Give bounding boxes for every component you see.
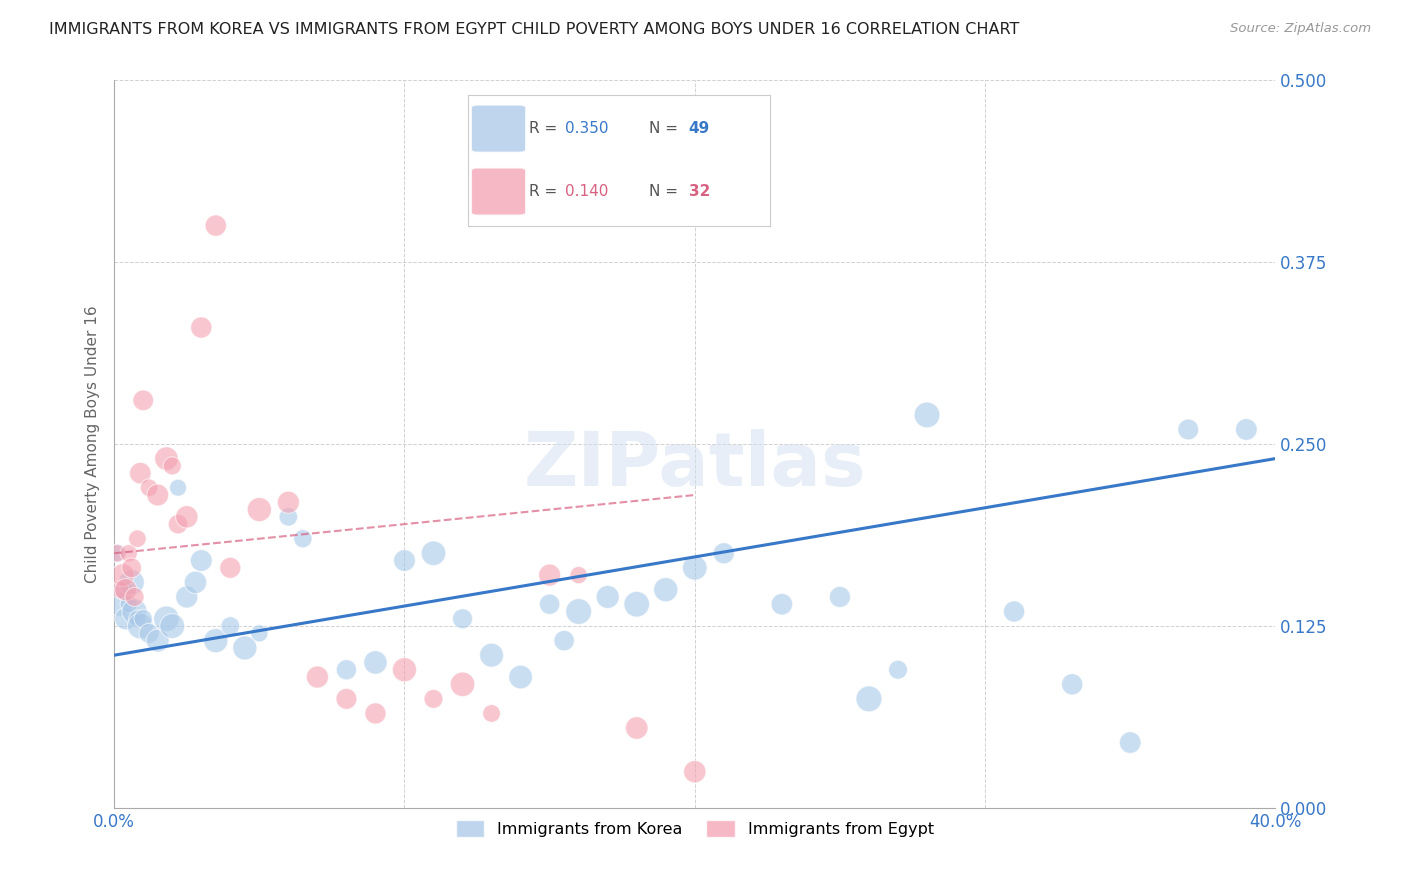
Y-axis label: Child Poverty Among Boys Under 16: Child Poverty Among Boys Under 16 bbox=[86, 305, 100, 582]
Point bbox=[162, 458, 184, 473]
Point bbox=[858, 691, 880, 706]
Point bbox=[568, 568, 591, 582]
Point bbox=[105, 546, 128, 560]
Point bbox=[155, 451, 177, 466]
Point bbox=[538, 597, 561, 611]
Point bbox=[155, 612, 177, 626]
Point bbox=[132, 393, 155, 408]
Point bbox=[1177, 422, 1199, 436]
Point bbox=[111, 568, 134, 582]
Point bbox=[277, 509, 299, 524]
Point bbox=[114, 582, 136, 597]
Text: ZIPatlas: ZIPatlas bbox=[523, 429, 866, 502]
Point bbox=[219, 561, 242, 575]
Point bbox=[190, 320, 212, 334]
Point bbox=[127, 612, 149, 626]
Point bbox=[118, 597, 141, 611]
Point bbox=[146, 488, 169, 502]
Point bbox=[394, 553, 416, 567]
Point bbox=[138, 481, 160, 495]
Point bbox=[451, 612, 474, 626]
Point bbox=[277, 495, 299, 509]
Point bbox=[114, 612, 136, 626]
Point bbox=[204, 219, 226, 233]
Point bbox=[481, 648, 503, 663]
Point bbox=[162, 619, 184, 633]
Point bbox=[146, 633, 169, 648]
Point bbox=[247, 502, 270, 516]
Point bbox=[307, 670, 329, 684]
Point bbox=[509, 670, 531, 684]
Point bbox=[1234, 422, 1257, 436]
Point bbox=[364, 656, 387, 670]
Point bbox=[915, 408, 938, 422]
Point bbox=[422, 546, 444, 560]
Point bbox=[184, 575, 207, 590]
Point bbox=[887, 663, 910, 677]
Point bbox=[538, 568, 561, 582]
Point bbox=[121, 575, 143, 590]
Point bbox=[219, 619, 242, 633]
Point bbox=[108, 582, 131, 597]
Point bbox=[683, 764, 706, 779]
Point bbox=[1062, 677, 1084, 691]
Point bbox=[481, 706, 503, 721]
Point bbox=[247, 626, 270, 640]
Point bbox=[124, 590, 146, 604]
Point bbox=[422, 691, 444, 706]
Point bbox=[111, 582, 134, 597]
Point bbox=[451, 677, 474, 691]
Point bbox=[121, 561, 143, 575]
Text: Source: ZipAtlas.com: Source: ZipAtlas.com bbox=[1230, 22, 1371, 36]
Point bbox=[129, 466, 152, 480]
Point bbox=[713, 546, 735, 560]
Point bbox=[1002, 605, 1025, 619]
Point bbox=[176, 590, 198, 604]
Point bbox=[233, 640, 256, 655]
Point bbox=[335, 691, 357, 706]
Legend: Immigrants from Korea, Immigrants from Egypt: Immigrants from Korea, Immigrants from E… bbox=[449, 814, 941, 844]
Point bbox=[167, 517, 190, 532]
Point bbox=[190, 553, 212, 567]
Point bbox=[568, 605, 591, 619]
Point bbox=[176, 509, 198, 524]
Point bbox=[828, 590, 851, 604]
Text: IMMIGRANTS FROM KOREA VS IMMIGRANTS FROM EGYPT CHILD POVERTY AMONG BOYS UNDER 16: IMMIGRANTS FROM KOREA VS IMMIGRANTS FROM… bbox=[49, 22, 1019, 37]
Point bbox=[394, 663, 416, 677]
Point bbox=[1119, 735, 1142, 749]
Point bbox=[683, 561, 706, 575]
Point bbox=[132, 612, 155, 626]
Point bbox=[655, 582, 678, 597]
Point bbox=[129, 619, 152, 633]
Point bbox=[770, 597, 793, 611]
Point bbox=[553, 633, 575, 648]
Point bbox=[127, 532, 149, 546]
Point bbox=[167, 481, 190, 495]
Point bbox=[335, 663, 357, 677]
Point bbox=[291, 532, 314, 546]
Point bbox=[124, 605, 146, 619]
Point bbox=[118, 546, 141, 560]
Point bbox=[204, 633, 226, 648]
Point bbox=[138, 626, 160, 640]
Point bbox=[596, 590, 619, 604]
Point bbox=[626, 597, 648, 611]
Point bbox=[626, 721, 648, 735]
Point bbox=[364, 706, 387, 721]
Point bbox=[105, 546, 128, 560]
Point bbox=[108, 597, 131, 611]
